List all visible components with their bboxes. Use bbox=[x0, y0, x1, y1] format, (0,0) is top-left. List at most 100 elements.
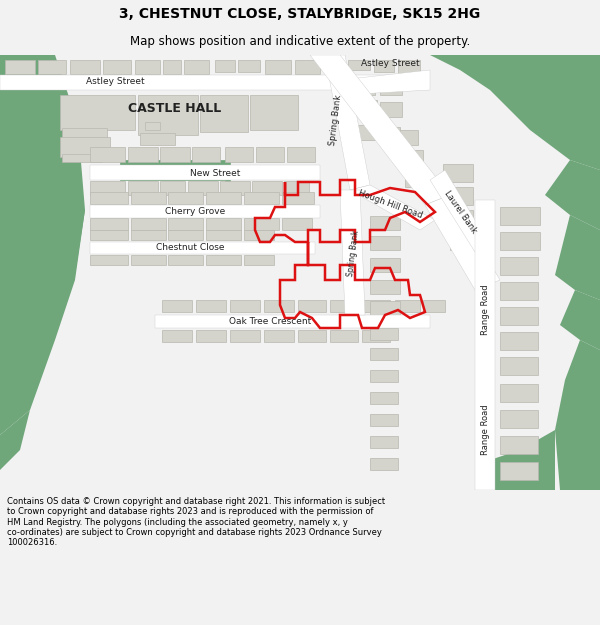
Polygon shape bbox=[475, 200, 495, 490]
Bar bbox=[395, 300, 420, 312]
Bar bbox=[160, 181, 185, 195]
Bar bbox=[500, 257, 538, 275]
Bar bbox=[131, 192, 166, 204]
Bar bbox=[215, 60, 235, 72]
Polygon shape bbox=[90, 165, 320, 180]
Bar bbox=[206, 192, 241, 204]
Text: CASTLE HALL: CASTLE HALL bbox=[128, 101, 221, 114]
Bar bbox=[256, 147, 284, 162]
Bar bbox=[244, 255, 274, 265]
Bar bbox=[374, 60, 394, 72]
Bar bbox=[355, 100, 377, 115]
Bar bbox=[362, 300, 390, 312]
Bar bbox=[287, 147, 315, 162]
Polygon shape bbox=[555, 215, 600, 300]
Bar bbox=[160, 147, 190, 162]
Bar bbox=[168, 218, 203, 230]
Bar bbox=[38, 60, 66, 74]
Bar bbox=[264, 330, 294, 342]
Bar bbox=[131, 218, 166, 230]
Bar bbox=[188, 181, 218, 195]
Bar bbox=[128, 181, 158, 195]
Bar bbox=[370, 258, 400, 272]
Polygon shape bbox=[90, 205, 320, 218]
Text: Laurel Bank: Laurel Bank bbox=[442, 189, 478, 235]
Bar bbox=[206, 218, 241, 230]
Text: New Street: New Street bbox=[190, 169, 240, 177]
Bar bbox=[500, 332, 538, 350]
Bar bbox=[70, 60, 100, 74]
Bar bbox=[500, 232, 540, 250]
Polygon shape bbox=[340, 190, 365, 315]
Bar bbox=[370, 216, 400, 230]
Text: Spring Bank: Spring Bank bbox=[328, 94, 344, 146]
Bar bbox=[370, 392, 398, 404]
Bar bbox=[220, 181, 250, 195]
Polygon shape bbox=[90, 242, 315, 254]
Bar bbox=[131, 230, 166, 240]
Bar bbox=[370, 458, 398, 470]
Bar bbox=[90, 147, 125, 162]
Bar bbox=[284, 181, 309, 195]
Bar bbox=[370, 301, 400, 315]
Bar bbox=[500, 357, 538, 375]
Polygon shape bbox=[325, 55, 370, 190]
Bar bbox=[405, 172, 423, 187]
Bar bbox=[405, 150, 423, 165]
Polygon shape bbox=[0, 55, 85, 435]
Bar bbox=[282, 218, 312, 230]
Bar bbox=[380, 102, 402, 117]
Bar bbox=[370, 436, 398, 448]
Bar bbox=[443, 164, 473, 182]
Bar bbox=[140, 133, 175, 145]
Bar bbox=[131, 255, 166, 265]
Bar bbox=[265, 60, 291, 74]
Bar bbox=[500, 307, 538, 325]
Bar bbox=[62, 128, 107, 140]
Bar bbox=[60, 137, 110, 157]
Bar bbox=[230, 330, 260, 342]
Bar bbox=[400, 130, 418, 145]
Bar bbox=[244, 218, 279, 230]
Bar bbox=[168, 192, 203, 204]
Bar bbox=[250, 95, 298, 130]
Bar bbox=[370, 348, 398, 360]
Text: Range Road: Range Road bbox=[481, 405, 490, 455]
Polygon shape bbox=[350, 185, 435, 230]
Bar bbox=[298, 300, 326, 312]
Bar bbox=[244, 192, 279, 204]
Bar bbox=[298, 330, 326, 342]
Text: Spring Bank: Spring Bank bbox=[346, 229, 360, 277]
Bar bbox=[90, 255, 128, 265]
Text: Range Road: Range Road bbox=[481, 285, 490, 335]
Bar bbox=[244, 230, 274, 240]
Polygon shape bbox=[0, 75, 420, 90]
Polygon shape bbox=[555, 340, 600, 490]
Polygon shape bbox=[40, 190, 85, 275]
Text: Cherry Grove: Cherry Grove bbox=[165, 208, 225, 216]
Bar bbox=[264, 300, 294, 312]
Bar bbox=[423, 300, 445, 312]
Polygon shape bbox=[490, 430, 555, 490]
Text: Chestnut Close: Chestnut Close bbox=[156, 244, 224, 252]
Bar bbox=[192, 147, 220, 162]
Bar bbox=[162, 300, 192, 312]
Bar bbox=[500, 282, 538, 300]
Polygon shape bbox=[0, 55, 55, 120]
Bar bbox=[90, 192, 128, 204]
Bar bbox=[330, 330, 358, 342]
Bar bbox=[200, 95, 248, 132]
Bar bbox=[103, 60, 131, 74]
Bar bbox=[380, 127, 400, 142]
Bar bbox=[370, 236, 400, 250]
Bar bbox=[445, 187, 473, 205]
Bar bbox=[450, 235, 475, 250]
Bar bbox=[135, 60, 160, 74]
Bar bbox=[206, 230, 241, 240]
Bar bbox=[370, 280, 400, 294]
Polygon shape bbox=[115, 160, 230, 195]
Polygon shape bbox=[340, 70, 430, 95]
Bar bbox=[350, 80, 375, 95]
Bar bbox=[138, 95, 198, 135]
Bar bbox=[168, 230, 203, 240]
